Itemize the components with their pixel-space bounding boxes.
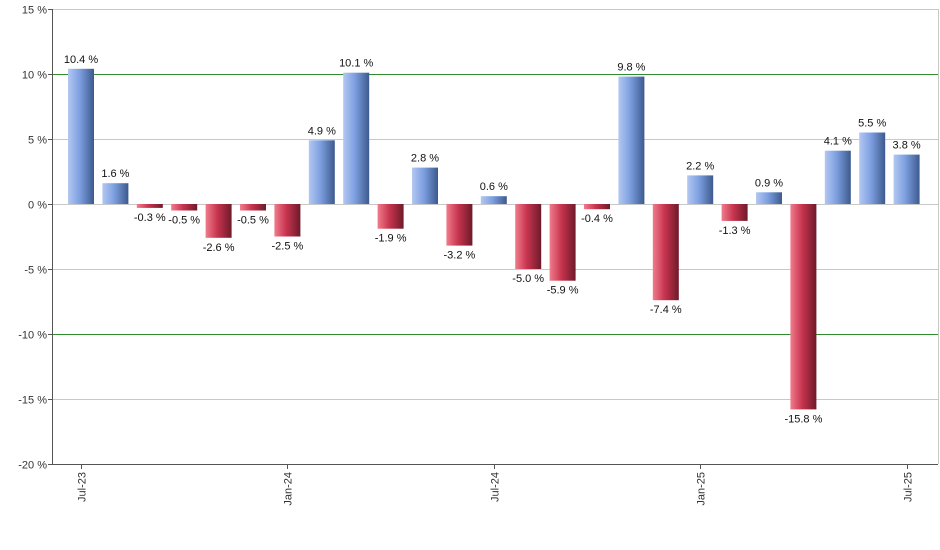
bar <box>756 192 782 204</box>
bar <box>377 204 404 229</box>
y-tick-label: 10 % <box>22 70 47 82</box>
bar <box>859 132 886 204</box>
data-label: 10.4 % <box>64 54 98 66</box>
axis-layer: -20 % -15 % -10 % -5 % 0 % 5 % 10 % 15 % Jul-23 J… <box>18 5 939 506</box>
grid-layer <box>52 9 938 465</box>
y-tick-label: 15 % <box>22 5 47 17</box>
bar <box>584 204 610 210</box>
data-label: 5.5 % <box>858 118 886 130</box>
y-tick-label: 5 % <box>28 135 47 147</box>
bars-layer <box>68 68 920 410</box>
data-label: 2.2 % <box>686 160 714 172</box>
data-label: 2.8 % <box>411 153 439 165</box>
data-label: -1.3 % <box>719 225 751 237</box>
bar <box>171 204 198 211</box>
bar <box>102 183 129 204</box>
data-label: 0.6 % <box>480 181 508 193</box>
bar <box>893 154 920 204</box>
bar <box>136 204 163 208</box>
bar <box>274 204 301 237</box>
data-label: -0.5 % <box>168 215 200 227</box>
bar <box>446 204 473 246</box>
y-tick-label: 0 % <box>28 200 47 212</box>
x-tick-label: Jan-24 <box>283 472 295 506</box>
data-label: -5.0 % <box>512 273 544 285</box>
data-label: -2.5 % <box>272 241 304 253</box>
bar <box>549 204 576 281</box>
x-tick-label: Jul-23 <box>77 472 89 502</box>
bar <box>68 68 94 204</box>
y-tick-label: -10 % <box>18 330 47 342</box>
bar <box>652 204 679 301</box>
data-label: 1.6 % <box>101 168 129 180</box>
y-tick-label: -5 % <box>24 265 47 277</box>
bar <box>343 72 370 204</box>
data-label: 3.8 % <box>893 140 921 152</box>
data-label: -0.3 % <box>134 212 166 224</box>
data-label: -15.8 % <box>784 413 822 425</box>
bar <box>687 175 714 204</box>
x-tick-label: Jul-24 <box>490 472 502 502</box>
y-tick-label: -20 % <box>18 460 47 472</box>
data-label: -0.5 % <box>237 215 269 227</box>
bar <box>721 204 748 221</box>
labels-layer: 10.4 %1.6 %-0.3 % -0.5 %-2.6 %-0.5 %-2.5 … <box>64 54 921 426</box>
bar <box>824 150 851 204</box>
bar <box>790 204 817 410</box>
bar <box>205 204 232 238</box>
bar <box>480 196 507 204</box>
bar <box>412 167 438 204</box>
data-label: 0.9 % <box>755 177 783 189</box>
y-tick-label: -15 % <box>18 395 47 407</box>
data-label: -1.9 % <box>375 233 407 245</box>
data-label: -5.9 % <box>547 285 579 297</box>
data-label: -3.2 % <box>444 250 476 262</box>
bar <box>618 76 645 204</box>
data-label: 9.8 % <box>617 62 645 74</box>
data-label: 4.1 % <box>824 136 852 148</box>
data-label: -2.6 % <box>203 242 235 254</box>
data-label: 4.9 % <box>308 125 336 137</box>
data-label: -0.4 % <box>581 213 613 225</box>
data-label: -7.4 % <box>650 304 682 316</box>
x-tick-label: Jul-25 <box>903 472 915 502</box>
bar <box>515 204 542 269</box>
data-label: 10.1 % <box>339 58 373 70</box>
bar <box>308 140 335 204</box>
x-tick-label: Jan-25 <box>696 472 708 506</box>
bar <box>240 204 266 211</box>
